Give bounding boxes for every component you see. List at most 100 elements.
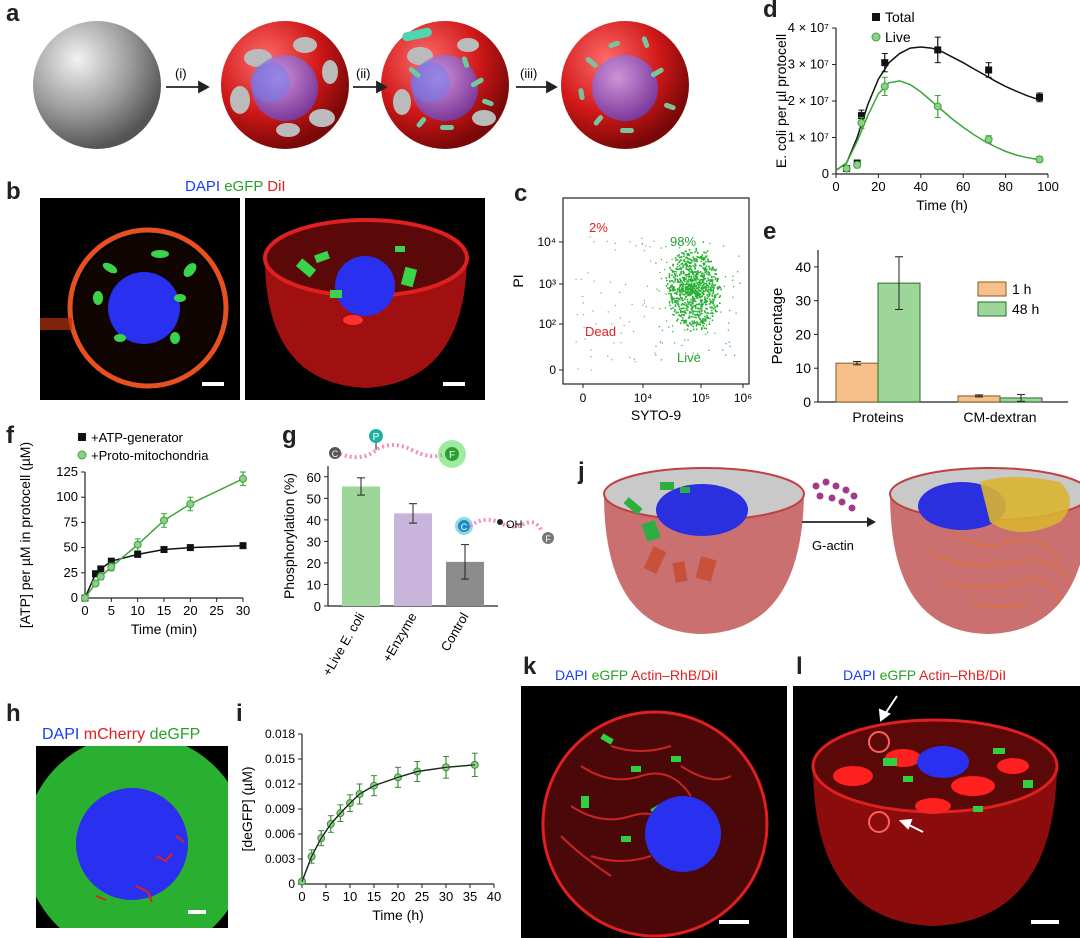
y-tick-label: 40 [307, 513, 321, 528]
live-event [709, 317, 711, 320]
live-event [697, 307, 700, 310]
dead-event [600, 292, 602, 294]
live-event [690, 280, 692, 282]
dead-event [629, 356, 631, 358]
live-event [686, 285, 688, 288]
step-label-ii: (ii) [356, 66, 370, 81]
live-event [703, 298, 706, 301]
live-event [738, 255, 740, 257]
live-event [692, 328, 695, 331]
live-event [674, 292, 676, 294]
live-event [725, 354, 727, 356]
live-event [684, 287, 687, 290]
live-event [696, 251, 698, 253]
y-tick-label: 0 [822, 166, 829, 181]
live-event [671, 299, 673, 301]
legend-swatch [977, 281, 1007, 297]
live-event [683, 307, 685, 310]
live-event [704, 301, 706, 304]
panel-c-flow-cytometry: 0 10⁴ 10⁵ 10⁶ 0 10² 10³ 10⁴ 2% 98% Dead Live SYTO-9 P… [510, 197, 752, 420]
dead-event [652, 307, 654, 309]
live-event [686, 257, 689, 260]
dead-event [614, 242, 616, 244]
x-category-label: Control [438, 610, 472, 654]
live-event [706, 316, 708, 319]
data-point [160, 516, 168, 525]
live-event [694, 295, 697, 297]
live-event [691, 271, 694, 274]
live-event [704, 290, 706, 293]
x-tick-label: 30 [236, 603, 250, 618]
live-event [655, 345, 657, 347]
protocell-step-1 [221, 21, 349, 149]
hemisphere-before [603, 467, 805, 634]
live-event [672, 307, 674, 309]
scale-bar [202, 382, 224, 386]
live-event [688, 272, 690, 275]
panel-label-g: g [282, 422, 297, 449]
data-point [239, 474, 247, 483]
data-point [91, 579, 100, 588]
live-event [714, 309, 717, 311]
live-event [659, 271, 661, 274]
live-event [698, 323, 700, 326]
live-event [707, 295, 710, 298]
live-event [684, 286, 687, 288]
dead-event [653, 240, 655, 242]
live-event [699, 256, 702, 258]
dead-event [620, 332, 622, 334]
live-event [680, 288, 683, 290]
live-event [712, 292, 714, 295]
y-tick-label: 50 [64, 540, 78, 555]
live-event [702, 289, 705, 292]
live-event [683, 293, 686, 296]
live-event [731, 279, 734, 281]
dead-event [614, 304, 616, 307]
live-event [698, 281, 700, 284]
live-event [690, 282, 693, 285]
dead-event [641, 243, 643, 245]
p-glyph: P [373, 432, 380, 443]
live-event [696, 303, 699, 306]
live-event [702, 303, 704, 305]
dead-event [614, 249, 616, 251]
live-event [698, 286, 701, 289]
live-event [702, 276, 705, 279]
live-event [689, 300, 692, 303]
x-tick-label: 30 [439, 889, 453, 904]
live-event [672, 298, 674, 301]
dead-gate-label: Dead [585, 324, 616, 339]
x-tick-label: 20 [183, 603, 197, 618]
live-event [679, 296, 682, 298]
live-event [703, 251, 705, 254]
live-event [719, 302, 721, 305]
legend-label: +Proto-mitochondria [91, 448, 209, 463]
y-tick-label: 0.015 [265, 752, 295, 766]
live-event [701, 327, 703, 329]
live-event [687, 306, 689, 309]
live-event [705, 288, 707, 291]
protocell-step-3 [561, 21, 689, 149]
live-event [678, 314, 680, 316]
live-event [693, 298, 696, 301]
x-tick-label: 15 [157, 603, 171, 618]
c-node [458, 520, 470, 532]
live-event [703, 251, 705, 253]
x-category-label: Proteins [852, 409, 903, 425]
live-event [674, 289, 676, 291]
live-event [700, 282, 702, 285]
live-event [686, 264, 689, 266]
live-event [676, 278, 679, 281]
live-event [681, 313, 683, 316]
live-event [712, 307, 715, 310]
live-event [696, 256, 699, 258]
dead-event [643, 302, 646, 304]
live-event [697, 278, 700, 281]
live-event [674, 274, 677, 276]
live-event [674, 342, 676, 344]
live-event [682, 299, 684, 302]
live-event [707, 316, 709, 319]
y-tick-label: 40 [795, 259, 811, 275]
p-node [369, 429, 383, 443]
live-event [691, 291, 693, 294]
